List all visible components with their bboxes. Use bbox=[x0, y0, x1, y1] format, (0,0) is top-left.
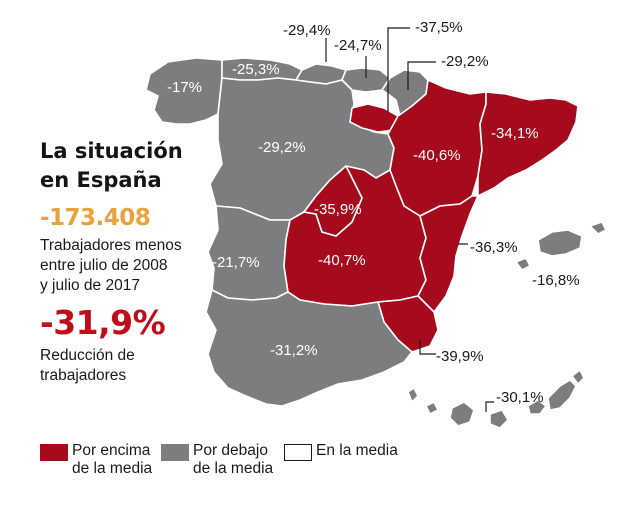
region-madrid bbox=[303, 165, 363, 237]
callout-line-la-rioja bbox=[387, 27, 410, 112]
workers-lost-line-1: Trabajadores menos bbox=[40, 237, 182, 254]
label-pais-vasco: -24,7% bbox=[334, 37, 382, 54]
label-la-rioja: -37,5% bbox=[415, 19, 463, 36]
region-cataluna bbox=[477, 91, 579, 197]
label-valencia: -36,3% bbox=[470, 239, 518, 256]
legend-above-line-1: Por encima bbox=[72, 442, 151, 459]
legend-average-line-1: En la media bbox=[316, 442, 398, 459]
workers-lost-line-2: entre julio de 2008 bbox=[40, 257, 168, 274]
label-asturias: -25,3% bbox=[232, 61, 280, 78]
label-murcia: -39,9% bbox=[436, 348, 484, 365]
region-valencia bbox=[417, 195, 479, 313]
region-galicia bbox=[145, 57, 223, 125]
label-baleares: -16,8% bbox=[532, 272, 580, 289]
legend-below-line-2: de la media bbox=[193, 460, 274, 477]
page-title: La situación en España bbox=[40, 137, 200, 195]
label-cantabria: -29,4% bbox=[283, 22, 331, 39]
legend-average-swatch bbox=[284, 444, 312, 461]
callout-line-navarra bbox=[407, 61, 436, 90]
label-extremadura: -21,7% bbox=[212, 254, 260, 271]
label-aragon: -40,6% bbox=[413, 147, 461, 164]
label-castilla-la-mancha: -40,7% bbox=[318, 252, 366, 269]
legend-below-text: Por debajo de la media bbox=[193, 442, 273, 478]
legend-above-line-2: de la media bbox=[72, 460, 153, 477]
reduction-value: -31,9% bbox=[40, 303, 166, 342]
label-madrid: -35,9% bbox=[314, 201, 362, 218]
region-extremadura bbox=[207, 205, 291, 301]
legend-above: Por encima de la media bbox=[40, 442, 152, 478]
workers-lost-value: -173.408 bbox=[40, 205, 151, 231]
legend-below-line-1: Por debajo bbox=[193, 442, 268, 459]
label-galicia: -17% bbox=[167, 79, 202, 96]
workers-lost-line-3: y julio de 2017 bbox=[40, 277, 140, 294]
label-navarra: -29,2% bbox=[441, 53, 489, 70]
title-line-1: La situación bbox=[40, 139, 183, 163]
legend-average-text: En la media bbox=[316, 442, 398, 460]
region-andalucia bbox=[205, 289, 413, 407]
callout-line-murcia bbox=[419, 340, 436, 355]
region-canarias bbox=[407, 369, 585, 429]
region-baleares bbox=[515, 221, 607, 271]
legend-above-swatch bbox=[40, 444, 68, 461]
label-cataluna: -34,1% bbox=[491, 125, 539, 142]
label-canarias: -30,1% bbox=[496, 389, 544, 406]
reduction-line-1: Reducción de bbox=[40, 347, 135, 364]
legend-above-text: Por encima de la media bbox=[72, 442, 152, 478]
legend-average: En la media bbox=[284, 442, 398, 461]
legend-below: Por debajo de la media bbox=[161, 442, 273, 478]
callout-line-canarias bbox=[485, 401, 494, 412]
reduction-caption: Reducción de trabajadores bbox=[40, 346, 135, 386]
title-line-2: en España bbox=[40, 168, 162, 192]
workers-lost-caption: Trabajadores menos entre julio de 2008 y… bbox=[40, 236, 182, 296]
reduction-line-2: trabajadores bbox=[40, 367, 127, 384]
label-castilla-leon: -29,2% bbox=[258, 139, 306, 156]
label-andalucia: -31,2% bbox=[270, 342, 318, 359]
legend-below-swatch bbox=[161, 444, 189, 461]
